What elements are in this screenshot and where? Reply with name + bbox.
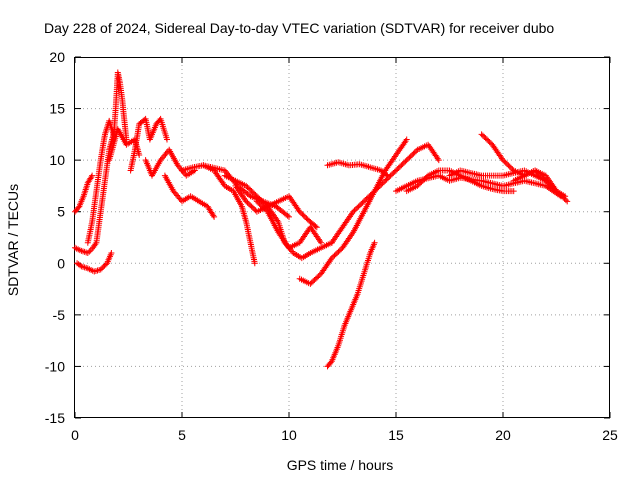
x-tick-label: 5 <box>178 427 186 443</box>
series-markers <box>253 198 325 251</box>
series-markers <box>328 141 442 246</box>
series-trace-2 <box>72 172 96 215</box>
series-trace-1 <box>72 131 117 256</box>
series-markers <box>179 162 258 267</box>
series-layer <box>72 69 571 370</box>
series-markers <box>510 167 569 200</box>
series-markers <box>324 239 378 370</box>
series-trace-3 <box>74 250 115 275</box>
axis-ticks: 0 5 10 15 20 25 20 15 10 5 0 -5 -10 -15 <box>45 49 618 443</box>
series-trace-23 <box>510 167 569 200</box>
y-tick-label: -15 <box>45 410 65 426</box>
series-markers <box>324 159 391 179</box>
series-markers <box>84 117 117 246</box>
x-tick-label: 0 <box>71 427 79 443</box>
series-markers <box>161 172 218 220</box>
y-tick-label: -5 <box>53 307 66 323</box>
series-trace-18 <box>324 159 391 179</box>
series-markers <box>142 146 198 179</box>
series-markers <box>232 182 320 231</box>
series-trace-15 <box>324 239 378 370</box>
y-tick-label: 10 <box>49 152 65 168</box>
series-trace-10 <box>179 162 258 267</box>
series-markers <box>72 172 96 215</box>
series-markers <box>110 69 130 143</box>
series-markers <box>74 250 115 275</box>
y-tick-label: 15 <box>49 101 65 117</box>
y-tick-label: -10 <box>45 358 65 374</box>
series-trace-4 <box>84 117 117 246</box>
x-tick-label: 15 <box>388 427 404 443</box>
x-tick-label: 20 <box>495 427 511 443</box>
series-trace-8 <box>142 146 198 179</box>
y-axis-label: SDTVAR / TECUs <box>5 184 21 296</box>
series-markers <box>72 131 117 256</box>
x-tick-label: 10 <box>281 427 297 443</box>
series-trace-13 <box>232 182 320 231</box>
plot-frame <box>74 57 610 418</box>
series-trace-9 <box>161 172 218 220</box>
y-tick-label: 20 <box>49 49 65 65</box>
series-trace-5 <box>110 69 130 143</box>
series-trace-17 <box>328 141 442 246</box>
y-tick-label: 5 <box>57 204 65 220</box>
grid <box>75 57 610 418</box>
series-markers <box>127 115 170 174</box>
y-tick-label: 0 <box>57 255 65 271</box>
series-trace-14 <box>253 198 325 251</box>
series-trace-7 <box>127 115 170 174</box>
x-axis-label: GPS time / hours <box>287 457 394 473</box>
x-tick-label: 25 <box>602 427 618 443</box>
chart-title: Day 228 of 2024, Sidereal Day-to-day VTE… <box>44 20 554 36</box>
